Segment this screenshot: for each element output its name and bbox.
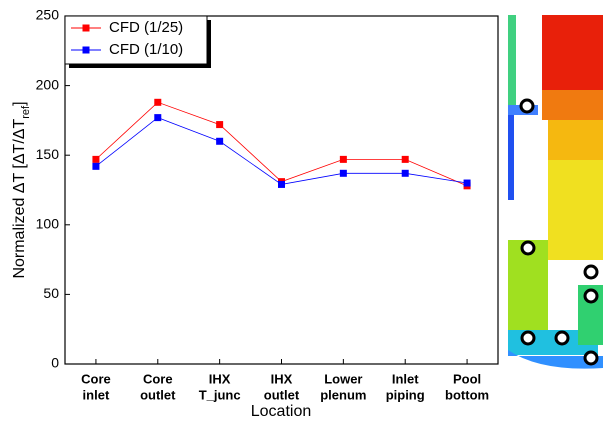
marker <box>278 181 285 188</box>
x-tick-label: inlet <box>83 387 110 402</box>
x-tick-label: Inlet <box>392 371 419 386</box>
y-tick-label: 100 <box>36 216 60 232</box>
marker <box>216 138 223 145</box>
legend-marker <box>83 47 90 54</box>
marker <box>402 156 409 163</box>
legend-label: CFD (1/10) <box>109 41 183 58</box>
x-tick-label: piping <box>386 387 425 402</box>
x-tick-label: Lower <box>324 371 362 386</box>
x-axis-label: Location <box>251 403 312 420</box>
y-tick-label: 150 <box>36 146 60 162</box>
x-tick-label: T_junc <box>199 387 241 402</box>
y-tick-label: 200 <box>36 76 60 92</box>
series-line <box>96 118 467 185</box>
contour-image <box>505 15 603 370</box>
x-tick-label: outlet <box>140 387 176 402</box>
x-tick-label: plenum <box>320 387 366 402</box>
series-line <box>96 102 467 186</box>
marker <box>92 156 99 163</box>
x-tick-label: IHX <box>271 371 293 386</box>
legend-marker <box>83 25 90 32</box>
marker <box>92 163 99 170</box>
x-tick-label: Core <box>81 371 111 386</box>
marker <box>402 170 409 177</box>
x-tick-label: Pool <box>453 371 481 386</box>
x-tick-label: bottom <box>445 387 489 402</box>
marker <box>340 170 347 177</box>
y-tick-label: 0 <box>51 355 59 371</box>
legend-label: CFD (1/25) <box>109 19 183 36</box>
marker <box>154 114 161 121</box>
marker <box>154 99 161 106</box>
x-tick-label: outlet <box>264 387 300 402</box>
y-axis-label: Normalized ΔT [ΔT/ΔTref] <box>11 101 32 278</box>
plot-frame <box>65 16 498 364</box>
chart: Location Normalized ΔT [ΔT/ΔTref] 0 50 100… <box>0 0 603 423</box>
y-tick-label: 250 <box>36 7 60 23</box>
marker <box>216 121 223 128</box>
x-tick-label: Core <box>143 371 173 386</box>
marker <box>464 180 471 187</box>
marker <box>340 156 347 163</box>
x-tick-label: IHX <box>209 371 231 386</box>
y-tick-label: 50 <box>43 285 59 301</box>
